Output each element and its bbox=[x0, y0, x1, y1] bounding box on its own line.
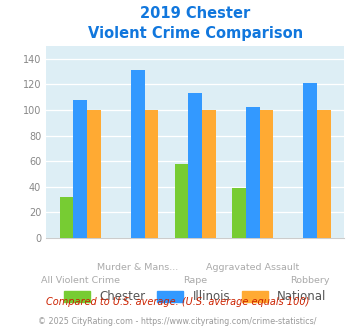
Text: Robbery: Robbery bbox=[290, 277, 330, 285]
Text: Rape: Rape bbox=[183, 277, 207, 285]
Bar bbox=[145, 110, 158, 238]
Text: Compared to U.S. average. (U.S. average equals 100): Compared to U.S. average. (U.S. average … bbox=[46, 297, 309, 307]
Bar bbox=[246, 108, 260, 238]
Bar bbox=[87, 110, 101, 238]
Legend: Chester, Illinois, National: Chester, Illinois, National bbox=[59, 285, 332, 308]
Text: Murder & Mans...: Murder & Mans... bbox=[97, 263, 179, 272]
Bar bbox=[303, 83, 317, 238]
Bar bbox=[317, 110, 331, 238]
Text: Aggravated Assault: Aggravated Assault bbox=[206, 263, 299, 272]
Bar bbox=[260, 110, 273, 238]
Bar bbox=[60, 197, 73, 238]
Bar bbox=[131, 70, 145, 238]
Bar bbox=[175, 164, 189, 238]
Bar bbox=[232, 188, 246, 238]
Bar bbox=[73, 100, 87, 238]
Bar bbox=[189, 93, 202, 238]
Bar bbox=[202, 110, 216, 238]
Text: All Violent Crime: All Violent Crime bbox=[41, 277, 120, 285]
Title: 2019 Chester
Violent Crime Comparison: 2019 Chester Violent Crime Comparison bbox=[88, 6, 303, 41]
Text: © 2025 CityRating.com - https://www.cityrating.com/crime-statistics/: © 2025 CityRating.com - https://www.city… bbox=[38, 317, 317, 326]
